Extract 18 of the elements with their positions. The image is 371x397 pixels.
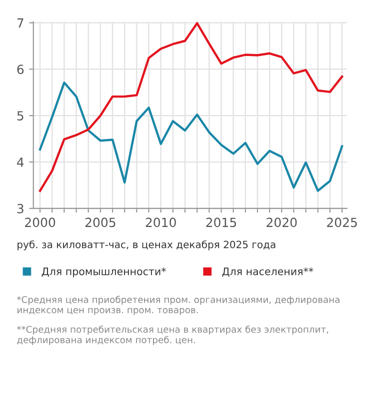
line-series	[38, 22, 344, 192]
x-tick-label: 2010	[146, 218, 176, 228]
y-tick-label: 5	[17, 111, 24, 121]
y-tick-label: 4	[17, 158, 24, 167]
y-tick-label: 6	[17, 64, 24, 74]
text: руб. за киловатт-час, в ценах декабря 2025 года	[18, 240, 276, 250]
legend-label: Для промышленности*	[42, 267, 166, 278]
line-series	[38, 82, 344, 192]
x-tick-label: 2005	[85, 218, 116, 228]
x-tick-label: 2020	[266, 218, 297, 228]
x-tick-label: 2015	[206, 218, 236, 228]
x-tick-label: 2025	[327, 218, 357, 228]
x-tick-label: 2000	[25, 218, 56, 228]
y-tick-label: 7	[17, 18, 24, 28]
text: **Средняя потребительская цена в квартирах без электроплит, дефлирована индексом потреб. цен.	[16, 326, 328, 346]
legend-label: Для населения**	[222, 267, 314, 277]
y-tick-label: 3	[17, 204, 24, 214]
text: *Средняя цена приобретения пром. организациями, дефлирована индексом цен произв. пром. товаров.	[16, 296, 340, 316]
